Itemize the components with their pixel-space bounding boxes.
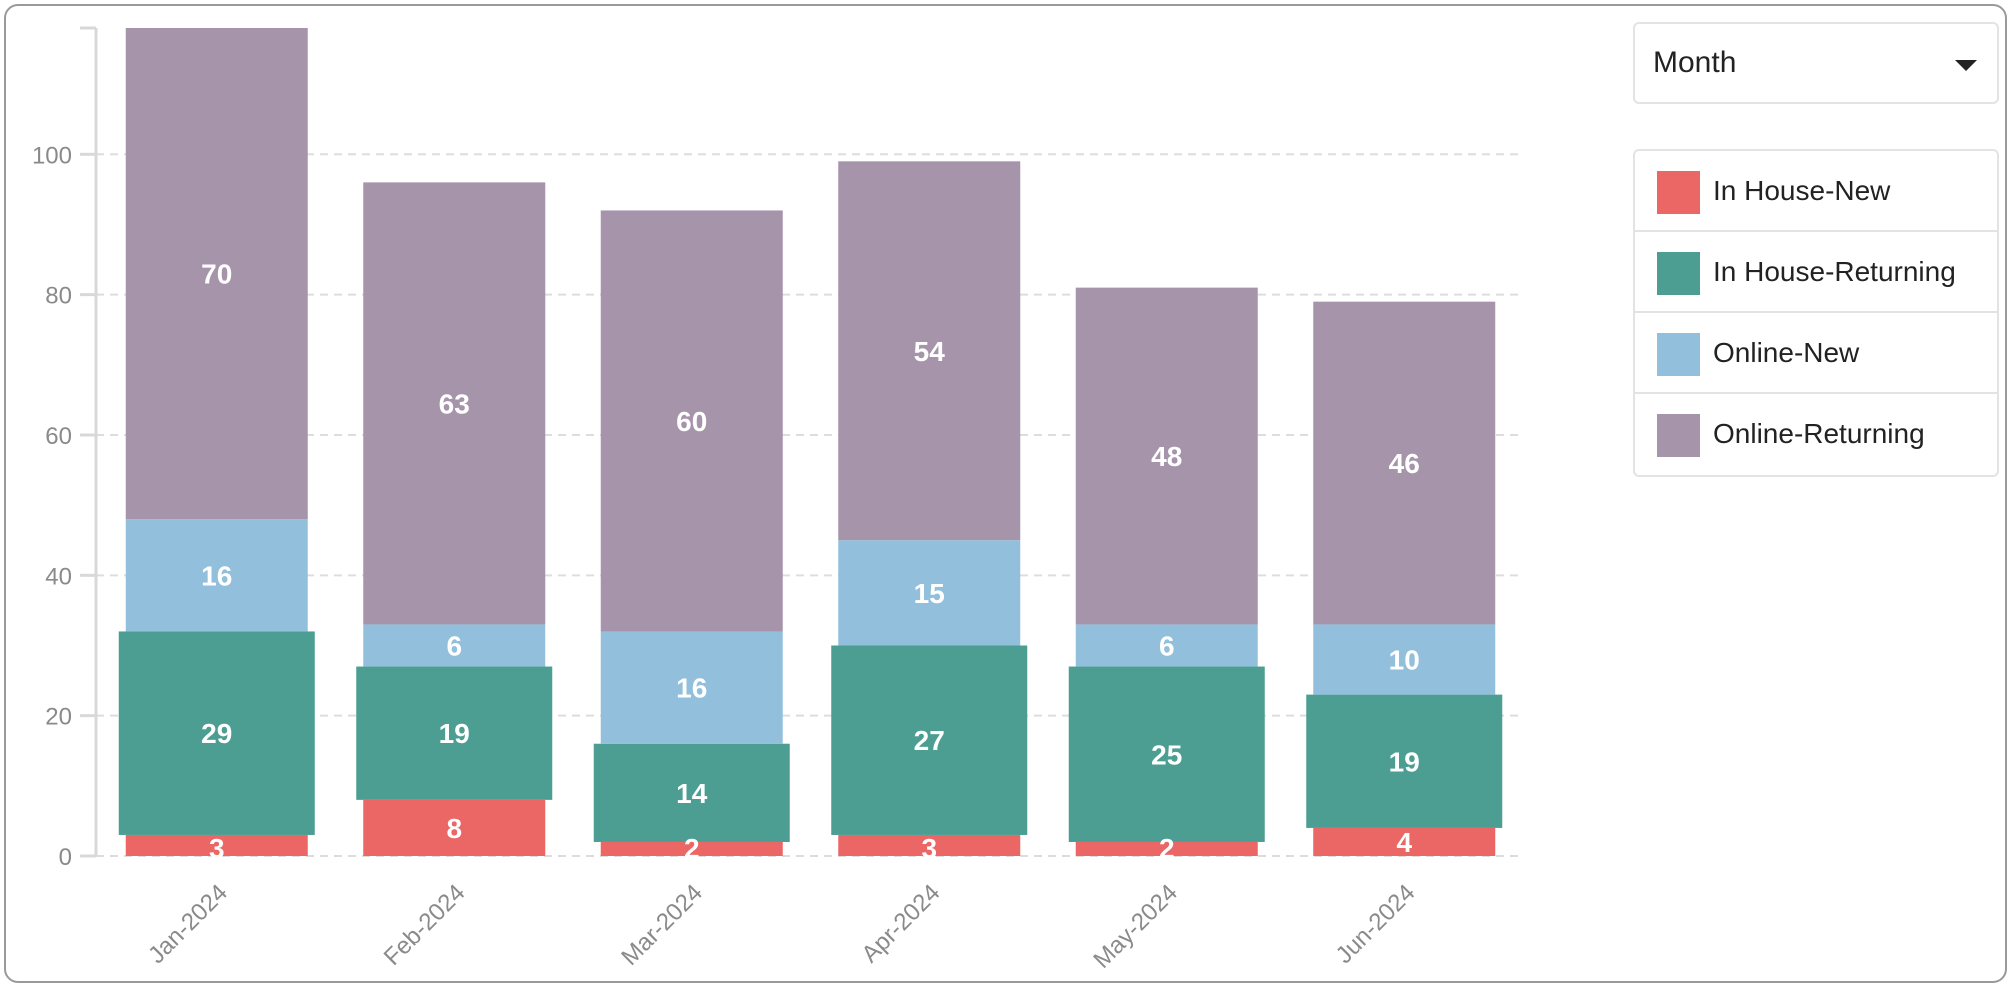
data-label: 4 xyxy=(1396,827,1412,858)
bar-segment[interactable] xyxy=(838,540,1021,646)
data-label: 2 xyxy=(684,833,700,864)
period-dropdown-value: Month xyxy=(1653,46,1737,79)
x-axis-labels: Jan-2024 Feb-2024 Mar-2024 Apr-2024 May-2024… xyxy=(143,879,1420,974)
data-label: 2 xyxy=(1159,833,1175,864)
legend-item-online-returning[interactable]: Online-Returning xyxy=(1635,394,1997,475)
bar-segment[interactable] xyxy=(125,28,308,520)
legend-item-in-house-returning[interactable]: In House-Returning xyxy=(1635,232,1997,313)
x-tick-label: Jun-2024 xyxy=(1331,879,1421,969)
period-dropdown[interactable]: Month xyxy=(1633,22,1999,104)
data-label: 16 xyxy=(201,560,232,591)
bar-segment[interactable] xyxy=(1313,624,1496,695)
bar-segment[interactable] xyxy=(1313,301,1496,625)
y-tick-label: 40 xyxy=(45,563,72,590)
x-tick-label: May-2024 xyxy=(1088,879,1183,974)
legend-item-in-house-new[interactable]: In House-New xyxy=(1635,151,1997,232)
bar-segment[interactable] xyxy=(363,624,546,667)
data-label: 19 xyxy=(1389,746,1420,777)
data-label: 19 xyxy=(439,718,470,749)
data-label: 70 xyxy=(201,259,232,290)
x-tick-label: Feb-2024 xyxy=(379,879,471,971)
x-tick-label: Apr-2024 xyxy=(857,879,946,968)
x-tick-label: Jan-2024 xyxy=(143,879,233,969)
bars xyxy=(118,28,1503,856)
data-label: 16 xyxy=(676,673,707,704)
legend-swatch xyxy=(1657,414,1700,457)
y-axis: 0 20 40 60 80 100 xyxy=(32,26,98,871)
y-tick-label: 20 xyxy=(45,704,72,731)
data-label: 10 xyxy=(1389,645,1420,676)
data-label: 48 xyxy=(1151,441,1182,472)
data-label: 63 xyxy=(439,388,470,419)
bar-segment[interactable] xyxy=(1068,666,1265,842)
bar-segment[interactable] xyxy=(838,161,1021,541)
bar-segment[interactable] xyxy=(600,210,783,632)
legend-swatch xyxy=(1657,171,1700,214)
bar-segment[interactable] xyxy=(363,182,546,625)
data-label: 27 xyxy=(914,725,945,756)
bar-segment[interactable] xyxy=(356,666,553,800)
bar-segment[interactable] xyxy=(600,841,783,856)
legend-label: Online-New xyxy=(1713,337,1860,368)
bar-segment[interactable] xyxy=(1075,624,1258,667)
data-label: 60 xyxy=(676,406,707,437)
data-labels: 3 29 16 70 8 19 6 63 2 14 16 60 3 27 15 54 2 25 6 48 4 19 10 46 xyxy=(201,259,1420,864)
data-label: 15 xyxy=(914,578,945,609)
bar-segment[interactable] xyxy=(363,799,546,856)
data-label: 8 xyxy=(446,813,462,844)
legend-label: In House-New xyxy=(1713,175,1891,206)
legend-label: In House-Returning xyxy=(1713,256,1956,287)
legend-item-online-new[interactable]: Online-New xyxy=(1635,313,1997,394)
bar-segment[interactable] xyxy=(1075,287,1258,625)
data-label: 54 xyxy=(914,336,946,367)
caret-down-icon xyxy=(1955,60,1977,71)
data-label: 6 xyxy=(446,630,462,661)
stacked-bar-chart: 0 20 40 60 80 100 3 29 16 70 8 19 6 63 2 14 16 60 3 27 15 54… xyxy=(32,26,1521,974)
data-label: 25 xyxy=(1151,739,1182,770)
y-tick-label: 100 xyxy=(32,142,72,169)
chart-card: 0 20 40 60 80 100 3 29 16 70 8 19 6 63 2 14 16 60 3 27 15 54… xyxy=(4,4,2007,983)
y-tick-label: 60 xyxy=(45,423,72,450)
x-tick-label: Mar-2024 xyxy=(616,879,708,971)
bar-segment[interactable] xyxy=(593,743,790,842)
bar-segment[interactable] xyxy=(125,834,308,856)
legend-label: Online-Returning xyxy=(1713,418,1925,449)
data-label: 46 xyxy=(1389,448,1420,479)
legend-swatch xyxy=(1657,252,1700,295)
bar-segment[interactable] xyxy=(125,519,308,632)
bar-segment[interactable] xyxy=(118,631,315,835)
bar-segment[interactable] xyxy=(838,834,1021,856)
data-label: 3 xyxy=(209,833,225,864)
bar-segment[interactable] xyxy=(600,631,783,744)
legend-swatch xyxy=(1657,333,1700,376)
data-label: 6 xyxy=(1159,630,1175,661)
y-tick-label: 80 xyxy=(45,283,72,310)
data-label: 29 xyxy=(201,718,232,749)
bar-segment[interactable] xyxy=(1075,841,1258,856)
data-label: 14 xyxy=(676,778,708,809)
legend: In House-New In House-Returning Online-N… xyxy=(1633,149,1999,477)
bar-segment[interactable] xyxy=(1306,694,1503,828)
bar-segment[interactable] xyxy=(831,645,1028,835)
bar-segment[interactable] xyxy=(1313,827,1496,856)
data-label: 3 xyxy=(921,833,937,864)
y-tick-label: 0 xyxy=(59,844,72,871)
